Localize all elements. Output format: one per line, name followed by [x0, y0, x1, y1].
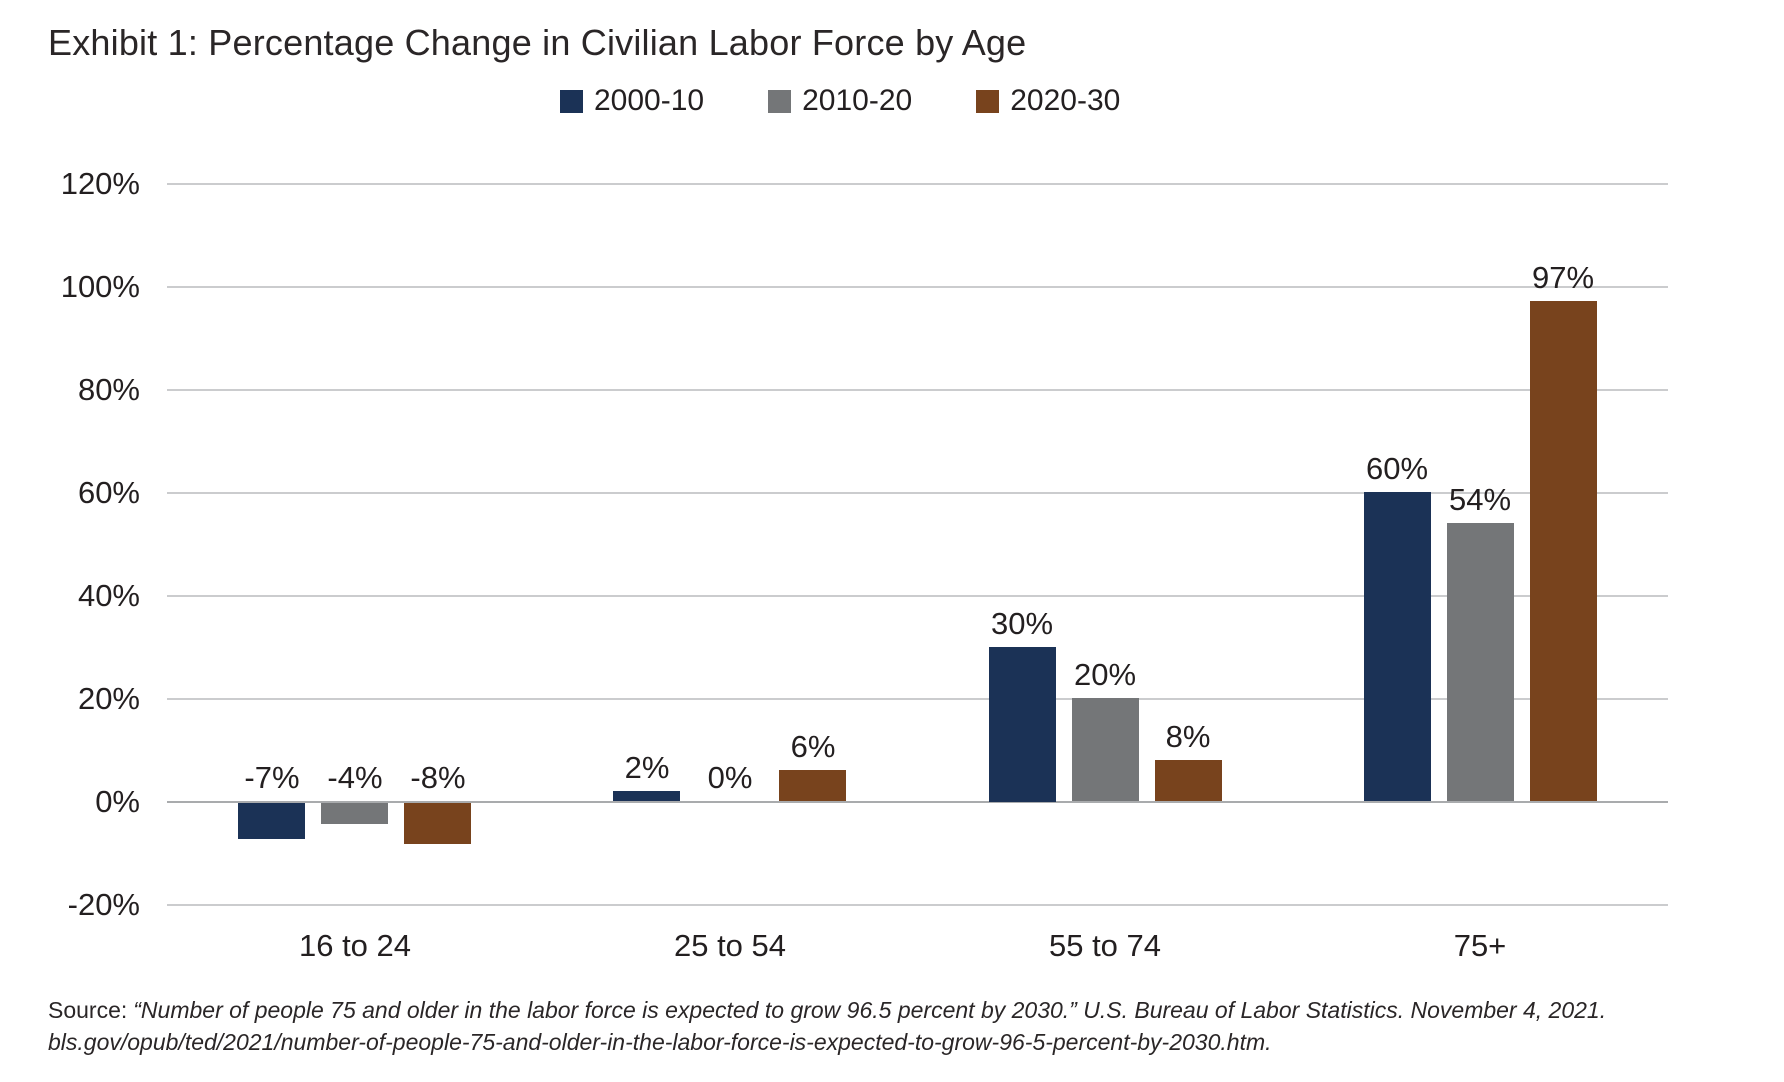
legend-label: 2010-20 [802, 84, 913, 117]
legend-swatch [768, 89, 792, 113]
bar-value-label: 20% [1073, 657, 1137, 692]
x-axis-line [167, 801, 1668, 803]
bar [321, 803, 388, 824]
bar-value-label: 0% [707, 760, 753, 795]
legend-label: 2000-10 [594, 84, 705, 117]
bar [1364, 492, 1431, 801]
bar-value-label: 60% [1365, 451, 1429, 486]
bar [989, 647, 1056, 802]
bar-value-label: 30% [990, 606, 1054, 641]
legend-item: 2000-10 [560, 84, 704, 118]
gridline [167, 904, 1668, 906]
gridline [167, 183, 1668, 185]
bar-value-label: 6% [790, 729, 836, 764]
category-label: 25 to 54 [673, 928, 787, 963]
bar-value-label: 2% [624, 750, 670, 785]
bar-value-label: -7% [244, 760, 300, 795]
y-axis-label: 80% [77, 372, 140, 407]
bar [1447, 523, 1514, 801]
gridline [167, 595, 1668, 597]
legend-label: 2020-30 [1010, 84, 1121, 117]
bar [779, 770, 846, 801]
bar-value-label: -8% [410, 760, 466, 795]
y-axis-label: 100% [60, 269, 140, 304]
source-line-1: Source: “Number of people 75 and older in… [48, 994, 1606, 1026]
y-axis-label: 20% [77, 681, 140, 716]
category-label: 55 to 74 [1048, 928, 1162, 963]
page-title: Exhibit 1: Percentage Change in Civilian… [48, 22, 1027, 63]
bar [1155, 760, 1222, 801]
bar [404, 803, 471, 844]
legend-swatch [560, 89, 583, 113]
source-prefix: Source: [48, 997, 128, 1023]
y-axis-label: 40% [77, 578, 140, 613]
legend-item: 2010-20 [768, 84, 912, 118]
category-label: 75+ [1453, 928, 1507, 963]
legend-swatch [976, 89, 1000, 113]
gridline [167, 492, 1668, 494]
bar [238, 803, 305, 839]
y-axis-label: 60% [77, 475, 140, 510]
legend: 2000-10 2010-20 2020-30 [560, 84, 1120, 118]
bar [1530, 301, 1597, 801]
source-text: Source: “Number of people 75 and older in… [48, 994, 1606, 1058]
bar-value-label: 54% [1448, 482, 1512, 517]
bar [613, 791, 680, 801]
bar-value-label: 97% [1531, 260, 1595, 295]
y-axis-label: -20% [67, 887, 140, 922]
gridline [167, 286, 1668, 288]
y-axis-label: 0% [95, 784, 140, 819]
bar-value-label: 8% [1165, 719, 1211, 754]
category-label: 16 to 24 [298, 928, 412, 963]
bar-value-label: -4% [327, 760, 383, 795]
bar [1072, 698, 1139, 801]
source-citation: “Number of people 75 and older in the la… [133, 997, 1607, 1023]
legend-item: 2020-30 [976, 84, 1120, 118]
y-axis-label: 120% [60, 166, 140, 201]
gridline [167, 698, 1668, 700]
gridline [167, 389, 1668, 391]
source-url: bls.gov/opub/ted/2021/number-of-people-7… [48, 1029, 1272, 1055]
